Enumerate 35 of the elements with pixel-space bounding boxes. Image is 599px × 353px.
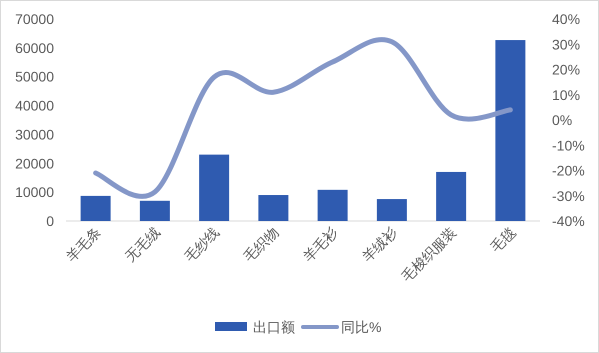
x-tick-label: 羊毛条 bbox=[62, 224, 104, 265]
x-tick-label: 羊绒衫 bbox=[358, 224, 400, 265]
y-tick-label: 60000 bbox=[15, 40, 54, 56]
y-tick-label: 10000 bbox=[15, 184, 54, 200]
bar bbox=[140, 200, 170, 221]
bar bbox=[436, 172, 466, 221]
y2-tick-label: 30% bbox=[552, 36, 580, 52]
bar bbox=[258, 195, 288, 221]
y2-tick-label: 0% bbox=[552, 112, 572, 128]
y2-tick-label: -10% bbox=[552, 137, 585, 154]
y2-tick-label: 40% bbox=[552, 11, 580, 27]
bar bbox=[376, 199, 407, 221]
y-tick-label: 30000 bbox=[15, 126, 54, 142]
y2-tick-label: -40% bbox=[552, 213, 585, 229]
x-tick-label: 无毛绒 bbox=[122, 224, 163, 265]
y-tick-label: 0 bbox=[46, 213, 54, 229]
bar bbox=[318, 190, 348, 221]
y2-tick-label: 10% bbox=[552, 86, 580, 103]
y-tick-label: 40000 bbox=[15, 98, 54, 114]
legend-label: 同比% bbox=[341, 319, 382, 335]
x-tick-label: 毛梭织服装 bbox=[398, 224, 460, 285]
x-tick-label: 毛毯 bbox=[487, 224, 518, 255]
legend-label: 出口额 bbox=[253, 319, 295, 335]
y-tick-label: 50000 bbox=[15, 68, 54, 85]
bar bbox=[80, 196, 111, 221]
bar bbox=[199, 154, 230, 221]
y2-tick-label: -20% bbox=[552, 162, 585, 178]
x-tick-label: 毛织物 bbox=[240, 224, 282, 265]
y-tick-label: 70000 bbox=[15, 11, 54, 27]
y2-tick-label: 20% bbox=[552, 62, 580, 78]
x-tick-label: 毛纱线 bbox=[181, 224, 222, 265]
y2-tick-label: -30% bbox=[552, 188, 585, 204]
y-tick-label: 20000 bbox=[15, 155, 54, 172]
x-tick-label: 羊毛衫 bbox=[300, 224, 341, 265]
bar bbox=[495, 40, 526, 221]
